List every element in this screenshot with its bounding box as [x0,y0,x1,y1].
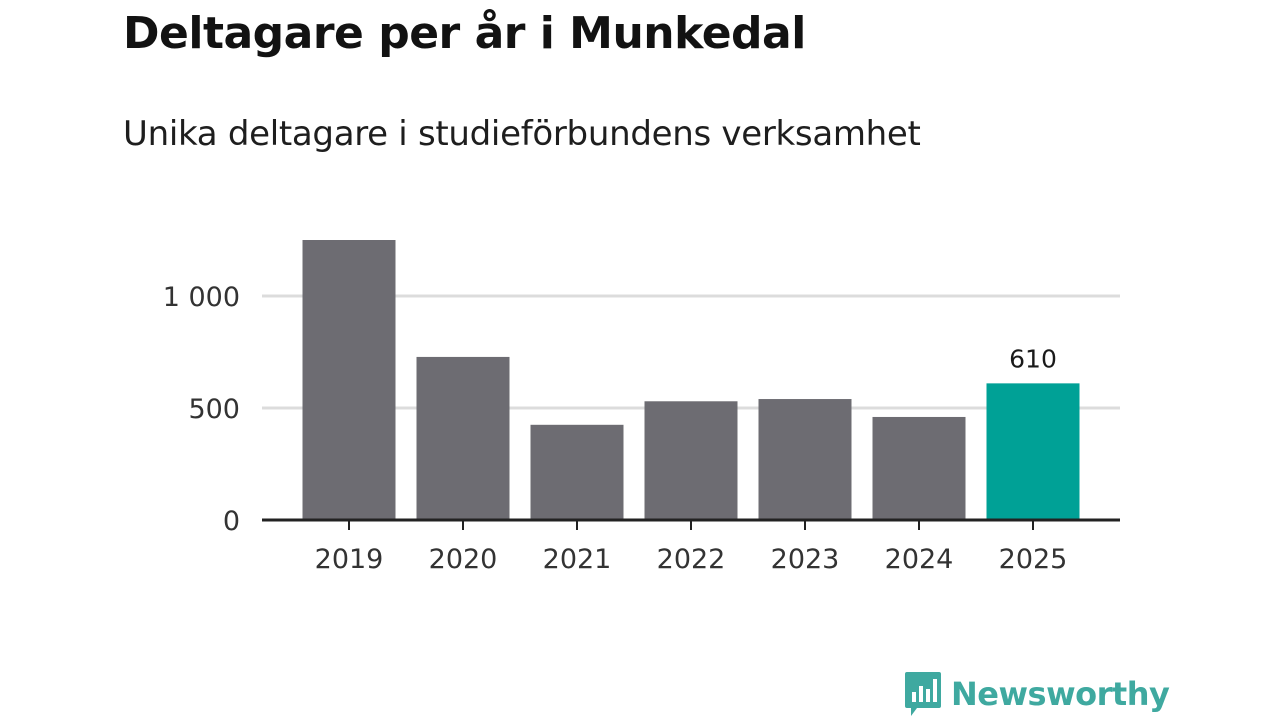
x-tick-label: 2022 [657,544,726,575]
x-tick-label: 2021 [543,544,612,575]
bar-2021 [530,424,624,520]
chart-title: Deltagare per år i Munkedal [123,8,806,59]
y-tick-label: 1 000 [163,282,240,313]
data-label: 610 [1009,344,1057,373]
bars [302,240,1080,520]
newsworthy-logo: Newsworthy [903,670,1170,718]
bar-chart: 0 500 1 000 2019 2020 2021 2022 2023 2024 2025 610 [163,240,1120,575]
bar-2022 [644,401,738,520]
bar-2025 [986,383,1080,520]
bar-2020 [416,356,510,520]
logo-text: Newsworthy [951,675,1170,713]
bar-2024 [872,416,966,520]
x-tick-label: 2024 [885,544,954,575]
bar-2019 [302,240,396,520]
chart-subtitle: Unika deltagare i studieförbundens verks… [123,114,921,154]
labels: 0 500 1 000 2019 2020 2021 2022 2023 2024 2025 610 [163,282,1068,575]
x-tick-label: 2023 [771,544,840,575]
x-tick-label: 2025 [999,544,1068,575]
y-tick-label: 0 [223,506,240,537]
x-tick-label: 2019 [315,544,384,575]
axes [262,518,1120,530]
x-tick-label: 2020 [429,544,498,575]
bar-chart-speech-bubble-icon [905,672,941,716]
y-tick-label: 500 [188,394,240,425]
bar-2023 [758,399,852,520]
